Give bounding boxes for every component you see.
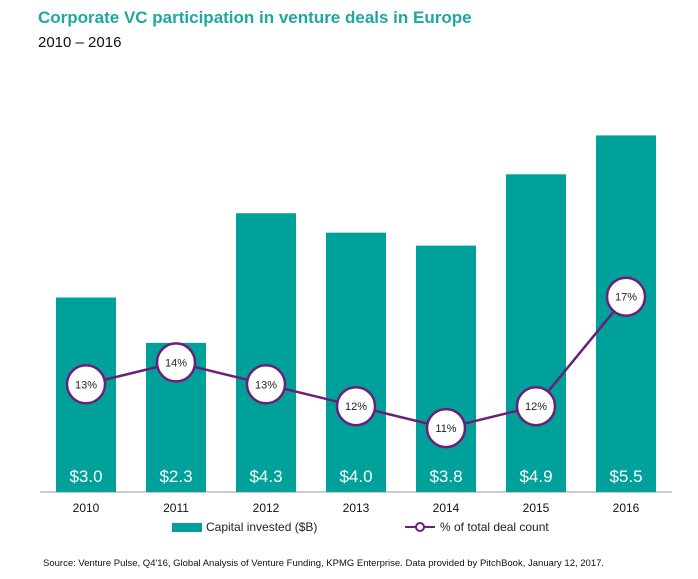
bar-2014 (416, 245, 476, 492)
line-point-label: 12% (345, 401, 367, 413)
bar-value-label: $4.9 (519, 467, 552, 486)
bar-value-label: $3.0 (69, 467, 102, 486)
line-point-label: 11% (435, 423, 456, 435)
bar-value-label: $4.3 (249, 467, 282, 486)
bar-2013 (326, 232, 386, 492)
legend-item-line: % of total deal count (404, 520, 549, 534)
x-tick-label: 2012 (253, 501, 280, 515)
legend-line-swatch (405, 522, 435, 532)
bar-2012 (236, 213, 296, 492)
chart-subtitle: 2010 – 2016 (38, 34, 122, 51)
x-tick-label: 2011 (163, 501, 189, 515)
bar-value-label: $4.0 (339, 467, 372, 486)
line-point-2011 (155, 342, 197, 383)
x-tick-label: 2014 (433, 501, 460, 515)
legend-bar-swatch (172, 522, 202, 532)
line-point-label: 13% (75, 379, 97, 391)
line-point-label: 17% (615, 292, 637, 304)
legend-bar-label: Capital invested ($B) (206, 520, 318, 534)
legend-item-bars: Capital invested ($B) (172, 520, 317, 534)
line-point-label: 13% (255, 379, 277, 391)
line-point-label: 12% (525, 401, 547, 413)
x-tick-label: 2016 (613, 501, 640, 515)
line-point-2013 (335, 385, 377, 427)
x-tick-label: 2013 (343, 501, 370, 515)
bar-value-label: $5.5 (609, 467, 642, 486)
line-point-2015 (515, 385, 557, 427)
bar-value-label: $2.3 (159, 467, 192, 486)
x-tick-label: 2015 (523, 501, 550, 515)
x-tick-label: 2010 (73, 501, 100, 515)
line-point-2010 (65, 364, 107, 405)
bar-value-label: $3.8 (429, 467, 462, 486)
line-point-2014 (425, 407, 467, 449)
line-point-2016 (605, 276, 647, 317)
source-note: Source: Venture Pulse, Q4'16, Global Ana… (43, 558, 605, 569)
bar-2015 (506, 174, 566, 493)
line-point-2012 (245, 364, 287, 405)
legend-line-label: % of total deal count (440, 520, 549, 534)
line-point-label: 14% (165, 357, 187, 369)
chart-title: Corporate VC participation in venture de… (38, 8, 472, 27)
